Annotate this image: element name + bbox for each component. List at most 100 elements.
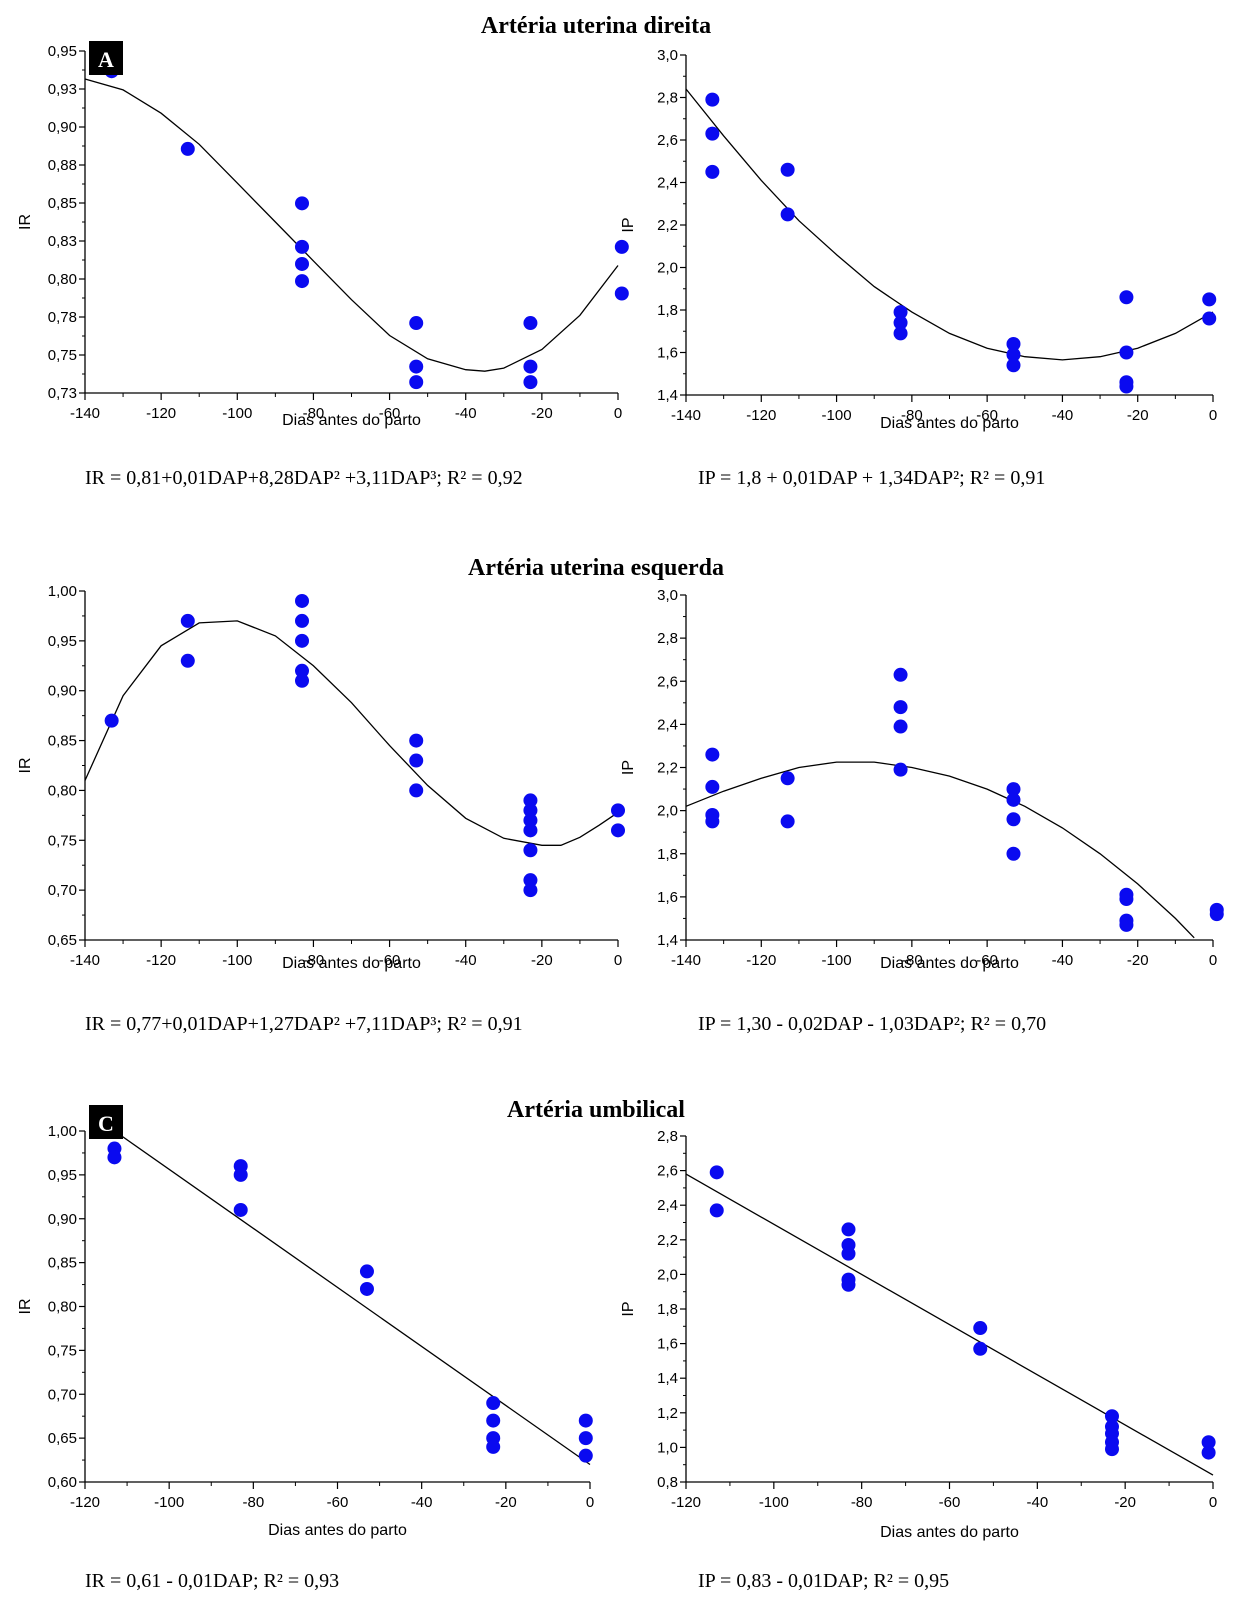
y-tick-label: 0,65 [48, 932, 77, 949]
data-point [705, 164, 720, 179]
y-tick-label: 1,8 [657, 302, 678, 319]
data-point [705, 126, 720, 141]
x-tick-label: -60 [976, 952, 998, 969]
chart-panel-6: -120 -100 -80 -60 -40 -20 0 0,8 1,0 1,2 1,4 1,6 1,8 2… [620, 1128, 1217, 1592]
y-tick-label: 2,0 [657, 260, 678, 277]
data-point [705, 779, 720, 794]
data-point [1006, 347, 1021, 362]
y-tick-label: 0,90 [48, 683, 77, 700]
data-point [1119, 290, 1134, 305]
chart-panel-2: -140 -120 -100 -80 -60 -40 -20 0 1,4 1,6 1,8 2,0 2,2… [620, 47, 1217, 489]
x-tick-label: -80 [242, 1494, 264, 1511]
y-tick-label: 2,0 [657, 1266, 678, 1283]
x-tick-label: -80 [901, 407, 923, 424]
x-tick-label: -80 [851, 1494, 873, 1511]
data-point [709, 1165, 724, 1180]
y-tick-label: 0,8 [657, 1474, 678, 1491]
chart-panel-3: -140 -120 -100 -80 -60 -40 -20 0 0,65 0,70 0,75 0,8… [17, 583, 625, 1035]
data-point [409, 733, 424, 748]
data-point [780, 162, 795, 177]
y-tick-label: 0,78 [48, 309, 77, 326]
y-axis-label: IR [17, 214, 34, 230]
data-point [780, 814, 795, 829]
x-tick-label: -140 [671, 407, 701, 424]
section-title: Artéria umbilical [507, 1097, 685, 1123]
y-tick-label: 1,8 [657, 1301, 678, 1318]
y-axis-label: IR [17, 1299, 34, 1315]
y-tick-label: 1,6 [657, 889, 678, 906]
y-tick-label: 0,75 [48, 347, 77, 364]
data-point [611, 803, 625, 818]
x-tick-label: -120 [146, 952, 176, 969]
chart-panel-5: -120 -100 -80 -60 -40 -20 0 0,60 0,65 0,70 0,75 0,8… [17, 1105, 594, 1592]
data-point [1006, 337, 1021, 351]
y-axis-label: IP [620, 217, 637, 232]
chart-panel-4: -140 -120 -100 -80 -60 -40 -20 0 1,4 1,6 1,8 2,0 2,2… [620, 587, 1224, 1035]
y-tick-label: 0,95 [48, 633, 77, 650]
y-tick-label: 0,65 [48, 1430, 77, 1447]
x-tick-label: -100 [222, 405, 252, 422]
data-point [295, 196, 310, 211]
y-tick-label: 0,85 [48, 733, 77, 750]
x-tick-label: -60 [379, 405, 401, 422]
data-point [893, 326, 908, 341]
data-point [973, 1341, 988, 1356]
x-tick-label: -140 [671, 952, 701, 969]
data-point [1201, 1445, 1216, 1460]
y-axis-label: IR [17, 758, 34, 774]
data-point [409, 316, 424, 331]
data-point [893, 305, 908, 320]
data-point [486, 1439, 501, 1454]
x-axis-label: Dias antes do parto [268, 1522, 407, 1539]
y-tick-label: 0,83 [48, 233, 77, 250]
x-tick-label: -100 [822, 407, 852, 424]
data-point [893, 762, 908, 777]
regression-equation: IP = 0,83 - 0,01DAP; R² = 0,95 [698, 1570, 949, 1592]
x-tick-label: -20 [1127, 952, 1149, 969]
y-tick-label: 2,6 [657, 132, 678, 149]
data-point [1209, 907, 1224, 922]
x-tick-label: -100 [222, 952, 252, 969]
y-tick-label: 0,95 [48, 1167, 77, 1184]
y-tick-label: 2,2 [657, 1232, 678, 1249]
y-tick-label: 0,75 [48, 1342, 77, 1359]
x-tick-label: -60 [379, 952, 401, 969]
y-tick-label: 2,4 [657, 175, 678, 192]
data-point [409, 359, 424, 374]
x-tick-label: -20 [531, 952, 553, 969]
y-tick-label: 2,8 [657, 1128, 678, 1145]
regression-equation: IR = 0,77+0,01DAP+1,27DAP² +7,11DAP³; R²… [85, 1013, 523, 1035]
data-point [578, 1431, 593, 1446]
data-point [1119, 892, 1134, 907]
data-point [1006, 782, 1021, 797]
y-tick-label: 0,85 [48, 1255, 77, 1272]
data-point [893, 667, 908, 682]
x-tick-label: -60 [327, 1494, 349, 1511]
fit-curve [84, 78, 619, 372]
y-tick-label: 1,6 [657, 345, 678, 362]
data-point [523, 823, 538, 838]
y-tick-label: 0,80 [48, 782, 77, 799]
panel-label-box [89, 41, 123, 75]
data-point [1006, 846, 1021, 861]
data-point [180, 653, 195, 668]
data-point [1006, 358, 1021, 373]
data-point [523, 873, 538, 888]
x-tick-label: -80 [901, 952, 923, 969]
x-tick-label: 0 [1209, 952, 1217, 969]
data-point [523, 793, 538, 808]
y-tick-label: 2,2 [657, 217, 678, 234]
x-tick-label: -80 [303, 952, 325, 969]
data-point [523, 813, 538, 828]
y-tick-label: 0,85 [48, 195, 77, 212]
y-axis-label: IP [620, 760, 637, 775]
data-point [523, 359, 538, 374]
data-point [1202, 311, 1217, 326]
y-tick-label: 0,95 [48, 43, 77, 60]
data-point [233, 1202, 248, 1217]
y-tick-label: 2,8 [657, 90, 678, 107]
data-point [578, 1448, 593, 1463]
data-point [295, 613, 310, 628]
fit-curve [685, 1173, 1214, 1476]
